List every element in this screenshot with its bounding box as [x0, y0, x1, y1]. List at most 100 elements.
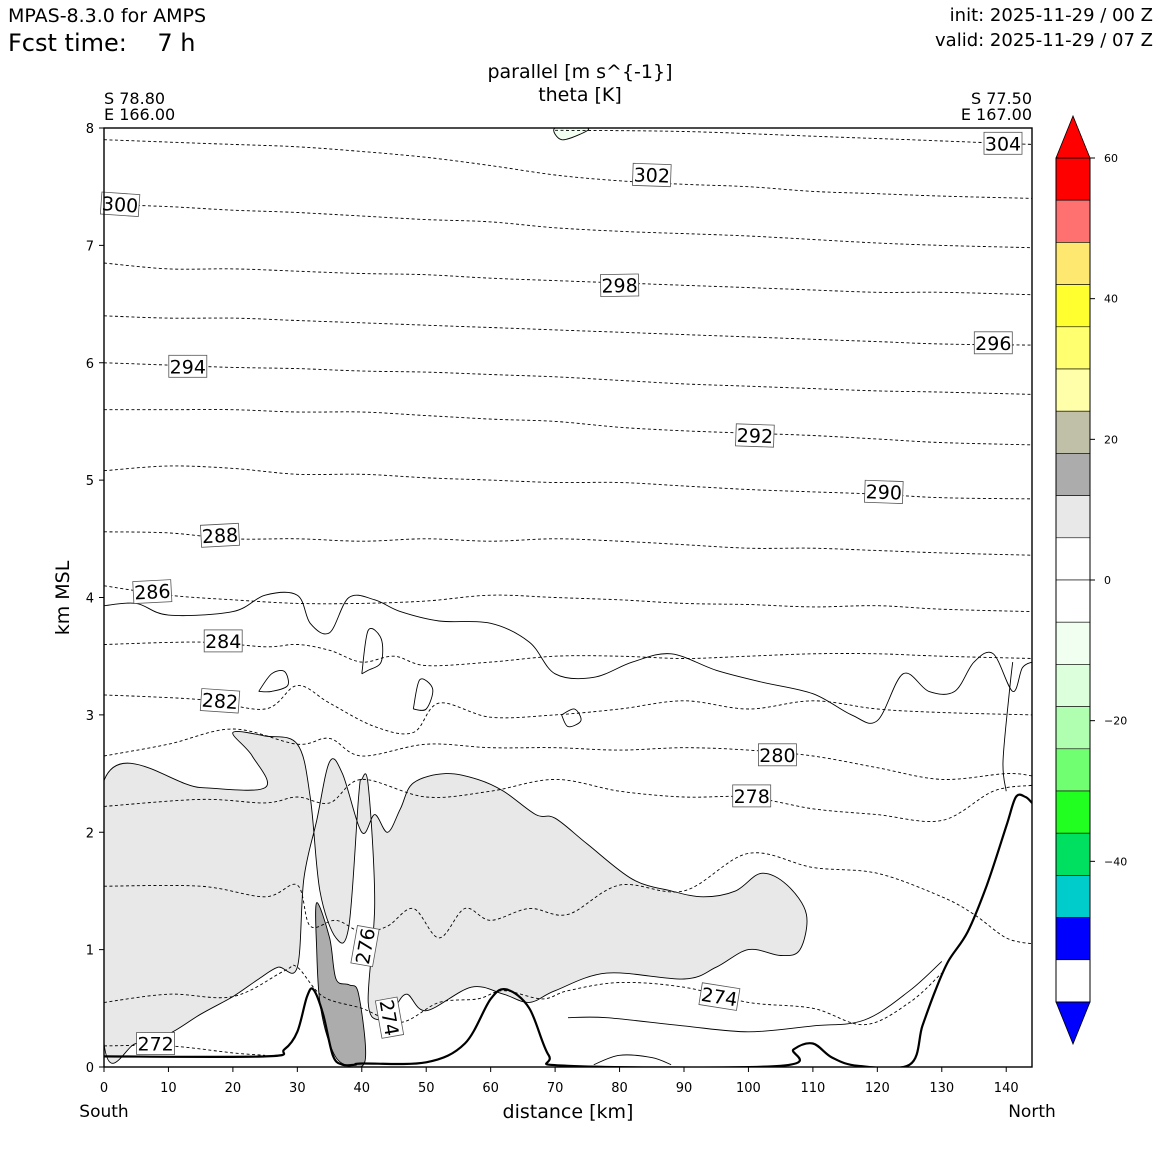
- axes-layer: 0 10 20 30 40 50 60 70 80 90 100 110 120 130 140 0 1 2 3 4 5…: [86, 122, 1033, 1096]
- wind-contour-4: [412, 678, 434, 711]
- theta-contour-298: [104, 262, 1032, 296]
- theta-contour-296: [104, 315, 1032, 346]
- colorbar-bin-6: [1055, 410, 1091, 454]
- theta-contour-274: [104, 964, 943, 1026]
- wind-contour-7: [593, 1054, 672, 1066]
- theta-contour-272: [104, 1044, 266, 1056]
- wind-contour-5: [561, 708, 582, 728]
- colorbar-over-arrow: [1055, 114, 1091, 159]
- theta-label-9: 286: [132, 579, 173, 605]
- colorbar-bin-15: [1055, 790, 1091, 834]
- terrain-layer: [104, 793, 1032, 1067]
- colorbar-tick-label--20: −20: [1104, 715, 1127, 728]
- valid-time: valid: 2025-11-29 / 07 Z: [935, 30, 1153, 51]
- theta-contour-290: [104, 465, 1032, 500]
- wind-contour-1: [1002, 662, 1014, 792]
- wind-contour-6: [567, 961, 943, 1033]
- theta-label-text-17: 272: [137, 1034, 173, 1056]
- colorbar-tick-label-40: 40: [1104, 293, 1118, 306]
- x-tick-label-20: 20: [225, 1081, 242, 1096]
- chart-title-line1: parallel [m s^{-1}]: [487, 61, 672, 83]
- theta-label-text-7: 290: [865, 481, 902, 504]
- theta-contour-302: [104, 139, 1032, 199]
- theta-label-7: 290: [864, 479, 904, 505]
- theta-label-text-15: 274: [700, 984, 739, 1011]
- colorbar-bin-9: [1055, 537, 1091, 581]
- y-tick-label-2: 2: [86, 826, 94, 841]
- theta-contour-300: [104, 203, 1032, 249]
- y-tick-label-5: 5: [86, 474, 94, 489]
- theta-label-text-5: 294: [170, 356, 206, 378]
- theta-contour-278: [104, 778, 1032, 823]
- colorbar-bin-14: [1055, 748, 1091, 792]
- theta-contour-286: [104, 585, 1032, 613]
- theta-label-text-11: 282: [201, 690, 239, 714]
- colorbar-bin-3: [1055, 284, 1091, 328]
- colorbar-bin-2: [1055, 242, 1091, 285]
- x-tick-label-80: 80: [611, 1081, 628, 1096]
- colorbar-bin-13: [1055, 706, 1091, 750]
- wind-contour-3: [361, 628, 384, 675]
- theta-contour-304: [555, 129, 1032, 145]
- theta-label-box-3: [600, 273, 640, 298]
- theta-label-text-2: 300: [101, 193, 139, 217]
- colorbar-bin-5: [1055, 368, 1091, 412]
- theta-label-text-10: 284: [205, 631, 241, 653]
- colorbar-bin-16: [1055, 832, 1091, 876]
- theta-label-10: 284: [203, 629, 243, 653]
- theta-label-box-6: [735, 423, 775, 448]
- colorbar-bin-12: [1055, 664, 1091, 707]
- theta-contour-276: [104, 852, 1032, 945]
- y-tick-label-1: 1: [86, 944, 94, 959]
- theta-label-13: 278: [732, 784, 772, 808]
- theta-label-15: 274: [698, 982, 741, 1011]
- y-axis-label: km MSL: [52, 560, 74, 635]
- theta-label-text-9: 286: [134, 581, 171, 605]
- theta-label-box-16: [374, 996, 405, 1039]
- wind-contour-0: [104, 591, 1032, 724]
- wind-band-2: [553, 128, 590, 141]
- init-time: init: 2025-11-29 / 00 Z: [949, 5, 1153, 26]
- theta-contour-294: [104, 362, 1032, 395]
- theta-label-text-0: 304: [985, 133, 1021, 155]
- theta-label-box-4: [973, 331, 1013, 355]
- theta-label-box-5: [168, 354, 208, 378]
- theta-label-text-8: 288: [201, 524, 238, 548]
- x-tick-label-130: 130: [929, 1081, 954, 1096]
- colorbar-bin-18: [1055, 917, 1091, 961]
- terrain-line: [104, 793, 1032, 1067]
- theta-contour-284: [104, 641, 1032, 667]
- left-endpoint-lat: S 78.80: [104, 89, 165, 108]
- x-tick-label-10: 10: [160, 1081, 177, 1096]
- theta-label-box-0: [983, 131, 1023, 155]
- theta-label-box-17: [136, 1032, 176, 1055]
- theta-label-box-14: [350, 925, 380, 968]
- x-axis-label: distance [km]: [503, 1101, 634, 1123]
- x-tick-label-30: 30: [289, 1081, 306, 1096]
- theta-label-box-11: [199, 688, 241, 714]
- colorbar-bin-17: [1055, 875, 1091, 918]
- x-tick-label-120: 120: [865, 1081, 890, 1096]
- wind-band-0: [104, 730, 808, 1064]
- theta-label-16: 274: [374, 996, 405, 1039]
- model-title: MPAS-8.3.0 for AMPS: [8, 5, 207, 27]
- left-endpoint-lon: E 166.00: [104, 105, 175, 124]
- right-endpoint-lon: E 167.00: [961, 105, 1032, 124]
- theta-label-6: 292: [735, 423, 775, 448]
- x-tick-label-40: 40: [354, 1081, 371, 1096]
- colorbar-bin-7: [1055, 453, 1091, 496]
- theta-contour-292: [104, 409, 1032, 446]
- y-tick-label-7: 7: [86, 239, 94, 254]
- theta-contour-288: [104, 531, 1032, 556]
- x-tick-label-90: 90: [676, 1081, 693, 1096]
- colorbar-under-arrow: [1055, 1001, 1091, 1046]
- colorbar-bin-8: [1055, 495, 1091, 539]
- theta-label-box-13: [732, 784, 772, 808]
- x-tick-label-0: 0: [100, 1081, 108, 1096]
- x-tick-label-60: 60: [482, 1081, 499, 1096]
- right-endpoint-lat: S 77.50: [971, 89, 1032, 108]
- colorbar-bin-4: [1055, 326, 1091, 370]
- y-tick-label-0: 0: [86, 1061, 94, 1076]
- theta-label-box-9: [132, 579, 173, 604]
